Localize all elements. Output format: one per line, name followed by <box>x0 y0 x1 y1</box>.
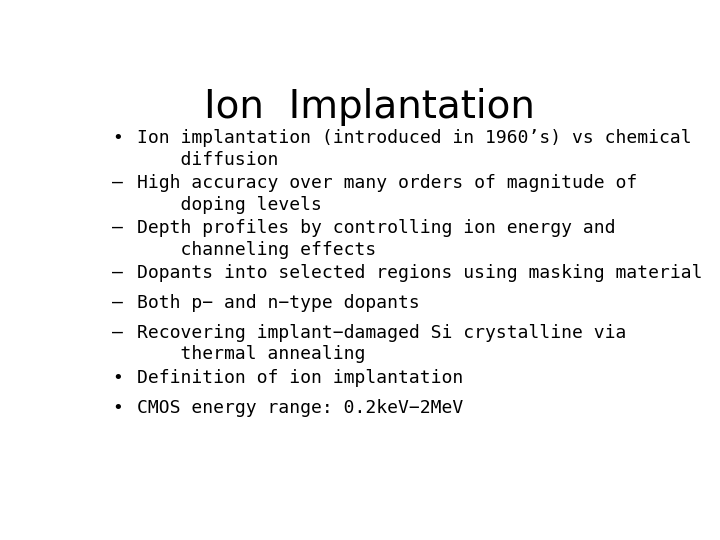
Text: Both p− and n−type dopants: Both p− and n−type dopants <box>138 294 420 312</box>
Text: Ion  Implantation: Ion Implantation <box>204 87 534 126</box>
Text: –: – <box>112 174 123 192</box>
Text: Depth profiles by controlling ion energy and
    channeling effects: Depth profiles by controlling ion energy… <box>138 219 616 259</box>
Text: CMOS energy range: 0.2keV−2MeV: CMOS energy range: 0.2keV−2MeV <box>138 399 464 417</box>
Text: •: • <box>112 129 123 147</box>
Text: Dopants into selected regions using masking material: Dopants into selected regions using mask… <box>138 264 703 282</box>
Text: •: • <box>112 369 123 387</box>
Text: Recovering implant−damaged Si crystalline via
    thermal annealing: Recovering implant−damaged Si crystallin… <box>138 324 627 363</box>
Text: –: – <box>112 294 123 312</box>
Text: •: • <box>112 399 123 417</box>
Text: –: – <box>112 219 123 237</box>
Text: Definition of ion implantation: Definition of ion implantation <box>138 369 464 387</box>
Text: Ion implantation (introduced in 1960’s) vs chemical
    diffusion: Ion implantation (introduced in 1960’s) … <box>138 129 692 168</box>
Text: High accuracy over many orders of magnitude of
    doping levels: High accuracy over many orders of magnit… <box>138 174 638 214</box>
Text: –: – <box>112 264 123 282</box>
Text: –: – <box>112 324 123 342</box>
